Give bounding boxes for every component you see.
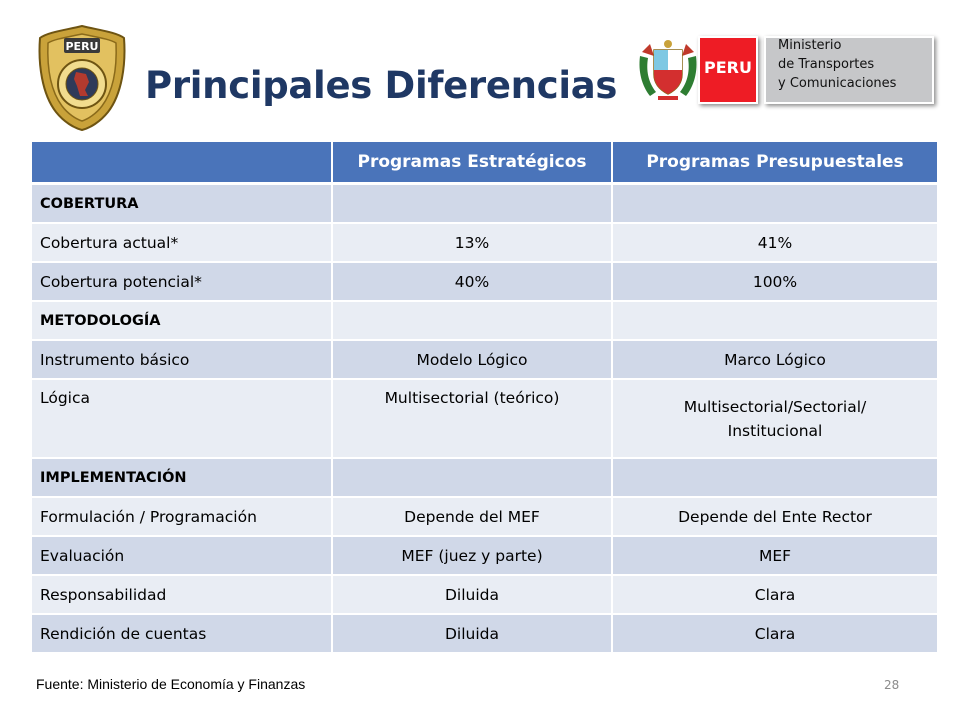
peru-label: PERU xyxy=(704,58,752,77)
cell-presupuestales: MEF xyxy=(612,536,939,576)
peru-coat-of-arms-logo xyxy=(636,38,700,104)
cell-presupuestales: Clara xyxy=(612,575,939,615)
cell-presupuestales: Depende del Ente Rector xyxy=(612,497,939,537)
peru-label-box: PERU xyxy=(698,36,758,104)
cell-estrategicos xyxy=(332,301,613,341)
row-label: IMPLEMENTACIÓN xyxy=(32,458,333,498)
badge-text: PERU xyxy=(66,40,99,53)
table-row-cobertura-potencial: Cobertura potencial* 40% 100% xyxy=(32,262,939,302)
cell-presupuestales: Clara xyxy=(612,614,939,654)
row-label: Responsabilidad xyxy=(32,575,333,615)
cell-presupuestales: Multisectorial/Sectorial/ Institucional xyxy=(612,379,939,459)
cell-estrategicos: MEF (juez y parte) xyxy=(332,536,613,576)
page-title: Principales Diferencias xyxy=(145,64,618,107)
table-header-row: Programas Estratégicos Programas Presupu… xyxy=(32,142,939,185)
cell-estrategicos: Depende del MEF xyxy=(332,497,613,537)
cell-presupuestales xyxy=(612,458,939,498)
row-label: Rendición de cuentas xyxy=(32,614,333,654)
row-label: Cobertura potencial* xyxy=(32,262,333,302)
row-label: Cobertura actual* xyxy=(32,223,333,263)
table-row-evaluacion: Evaluación MEF (juez y parte) MEF xyxy=(32,536,939,576)
table-row-cobertura-actual: Cobertura actual* 13% 41% xyxy=(32,223,939,263)
table-row-rendicion-de-cuentas: Rendición de cuentas Diluida Clara xyxy=(32,614,939,654)
ministry-line-3: y Comunicaciones xyxy=(778,76,897,91)
cell-estrategicos: Diluida xyxy=(332,575,613,615)
ministry-line-1: Ministerio xyxy=(778,38,842,53)
row-label: METODOLOGÍA xyxy=(32,301,333,341)
cell-presupuestales xyxy=(612,301,939,341)
column-header-programas-estrategicos: Programas Estratégicos xyxy=(332,142,613,185)
cell-presupuestales: Marco Lógico xyxy=(612,340,939,380)
table-row-metodologia: METODOLOGÍA xyxy=(32,301,939,341)
cell-estrategicos xyxy=(332,458,613,498)
page-number: 28 xyxy=(884,678,900,692)
row-label: COBERTURA xyxy=(32,183,333,224)
ministry-line-2: de Transportes xyxy=(778,57,875,72)
source-note: Fuente: Ministerio de Economía y Finanza… xyxy=(36,676,306,692)
differences-table: Programas Estratégicos Programas Presupu… xyxy=(32,142,939,654)
cell-estrategicos: 40% xyxy=(332,262,613,302)
cell-presupuestales: 41% xyxy=(612,223,939,263)
cell-estrategicos: Multisectorial (teórico) xyxy=(332,379,613,459)
ministry-label-box: Ministerio de Transportes y Comunicacion… xyxy=(764,36,934,104)
cell-estrategicos: 13% xyxy=(332,223,613,263)
row-label: Lógica xyxy=(32,379,333,459)
cell-presupuestales: 100% xyxy=(612,262,939,302)
cell-estrategicos: Diluida xyxy=(332,614,613,654)
row-label: Evaluación xyxy=(32,536,333,576)
row-label: Formulación / Programación xyxy=(32,497,333,537)
table-row-responsabilidad: Responsabilidad Diluida Clara xyxy=(32,575,939,615)
column-header-blank xyxy=(32,142,333,185)
cell-estrategicos: Modelo Lógico xyxy=(332,340,613,380)
table-row-formulacion: Formulación / Programación Depende del M… xyxy=(32,497,939,537)
cell-estrategicos xyxy=(332,183,613,224)
table-row-logica: Lógica Multisectorial (teórico) Multisec… xyxy=(32,379,939,459)
table-row-implementacion: IMPLEMENTACIÓN xyxy=(32,458,939,498)
row-label: Instrumento básico xyxy=(32,340,333,380)
column-header-programas-presupuestales: Programas Presupuestales xyxy=(612,142,939,185)
table-row-instrumento-basico: Instrumento básico Modelo Lógico Marco L… xyxy=(32,340,939,380)
table-row-cobertura: COBERTURA xyxy=(32,183,939,224)
cell-presupuestales xyxy=(612,183,939,224)
police-badge-logo: PERU xyxy=(36,24,128,132)
